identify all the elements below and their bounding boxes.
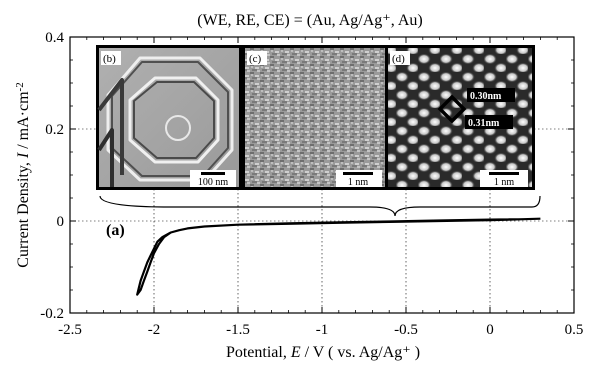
y-tick-labels: -0.2 0 0.2 0.4 — [40, 30, 64, 322]
curly-brace — [99, 195, 541, 217]
cv-curve — [136, 217, 541, 296]
y-axis-title: Current Density, I / mA·cm-2 — [14, 82, 32, 267]
inset-c-scale-bar — [343, 172, 373, 175]
x-tick-label: 0 — [486, 322, 494, 338]
x-tick-label: -2.5 — [58, 322, 82, 338]
chart-title: (WE, RE, CE) = (Au, Ag/Ag⁺, Au) — [197, 12, 422, 29]
inset-c-scale-label: 1 nm — [348, 177, 369, 188]
x-tick-labels: -2.5 -2 -1.5 -1 -0.5 0 0.5 — [58, 322, 583, 338]
inset-d-annotation-2: 0.31nm — [468, 118, 500, 129]
inset-b-letter: (b) — [103, 53, 116, 65]
inset-c-letter: (c) — [249, 53, 262, 65]
y-tick-label: 0.4 — [45, 30, 64, 46]
inset-d-scale-bar — [489, 172, 519, 175]
x-tick-label: -1 — [316, 322, 329, 338]
x-axis-title: Potential, E / V ( vs. Ag/Ag⁺ ) — [226, 344, 420, 361]
inset-panel-c: (c) 1 nm — [242, 45, 388, 190]
unit-cell-diamond — [437, 94, 467, 124]
x-tick-label: -1.5 — [226, 322, 250, 338]
x-tick-label: 0.5 — [565, 322, 584, 338]
y-tick-label: -0.2 — [40, 306, 64, 322]
inset-d-letter: (d) — [392, 53, 405, 65]
inset-b-scale-label: 100 nm — [198, 177, 229, 188]
y-tick-label: 0.2 — [45, 122, 64, 138]
series-layer — [136, 217, 541, 296]
inset-panel-d: (d) 0.30nm 0.31nm 1 nm — [385, 45, 535, 190]
panel-label: (a) — [106, 222, 125, 239]
x-tick-label: -2 — [148, 322, 161, 338]
inset-b-scale-bar — [201, 172, 225, 175]
inset-panel-b: (b) 100 nm — [96, 45, 242, 190]
inset-d-scale-label: 1 nm — [494, 177, 515, 188]
terrace-steps-image — [97, 56, 234, 187]
inset-d-annotation-1: 0.30nm — [470, 91, 502, 102]
y-tick-label: 0 — [57, 214, 65, 230]
axis-ticks — [69, 36, 575, 314]
x-tick-label: -0.5 — [394, 322, 418, 338]
